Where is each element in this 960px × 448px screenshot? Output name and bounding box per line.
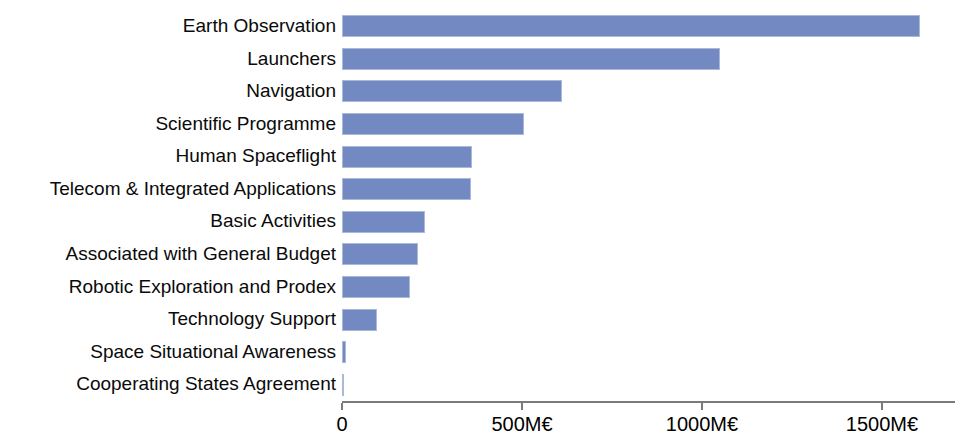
x-tick-label: 1000M€ xyxy=(642,411,762,437)
x-tick-mark xyxy=(341,403,343,410)
x-tick-mark xyxy=(881,403,883,410)
bar xyxy=(342,48,720,70)
bar xyxy=(342,146,472,168)
category-label: Navigation xyxy=(0,75,336,108)
esa-budget-bar-chart: Earth ObservationLaunchersNavigationScie… xyxy=(0,0,960,448)
bar xyxy=(342,178,471,200)
category-label: Human Spaceflight xyxy=(0,140,336,173)
category-label: Basic Activities xyxy=(0,205,336,238)
bar-row xyxy=(342,140,955,173)
category-label: Technology Support xyxy=(0,303,336,336)
category-label: Associated with General Budget xyxy=(0,238,336,271)
bar xyxy=(342,243,418,265)
bar-row xyxy=(342,75,955,108)
bar xyxy=(342,309,377,331)
bar-row xyxy=(342,336,955,369)
x-tick-mark xyxy=(701,403,703,410)
bar xyxy=(342,15,920,37)
bar xyxy=(342,211,425,233)
category-label: Launchers xyxy=(0,43,336,76)
bar xyxy=(342,374,344,396)
plot-area: 0500M€1000M€1500M€ xyxy=(342,10,955,403)
bar xyxy=(342,276,410,298)
bar-row xyxy=(342,368,955,401)
bar-row xyxy=(342,108,955,141)
category-label: Space Situational Awareness xyxy=(0,336,336,369)
bar-row xyxy=(342,205,955,238)
bar xyxy=(342,341,346,363)
bar-row xyxy=(342,10,955,43)
bar-row xyxy=(342,43,955,76)
x-tick-label: 500M€ xyxy=(462,411,582,437)
category-label: Scientific Programme xyxy=(0,108,336,141)
x-tick-mark xyxy=(521,403,523,410)
bar xyxy=(342,80,562,102)
x-tick-label: 1500M€ xyxy=(822,411,942,437)
bar-row xyxy=(342,238,955,271)
bar-row xyxy=(342,303,955,336)
bars-container xyxy=(342,10,955,401)
bar-row xyxy=(342,271,955,304)
category-labels: Earth ObservationLaunchersNavigationScie… xyxy=(0,10,342,401)
bar-row xyxy=(342,173,955,206)
category-label: Earth Observation xyxy=(0,10,336,43)
bar xyxy=(342,113,524,135)
category-label: Robotic Exploration and Prodex xyxy=(0,271,336,304)
category-label: Telecom & Integrated Applications xyxy=(0,173,336,206)
x-tick-label: 0 xyxy=(282,411,402,437)
category-label: Cooperating States Agreement xyxy=(0,368,336,401)
